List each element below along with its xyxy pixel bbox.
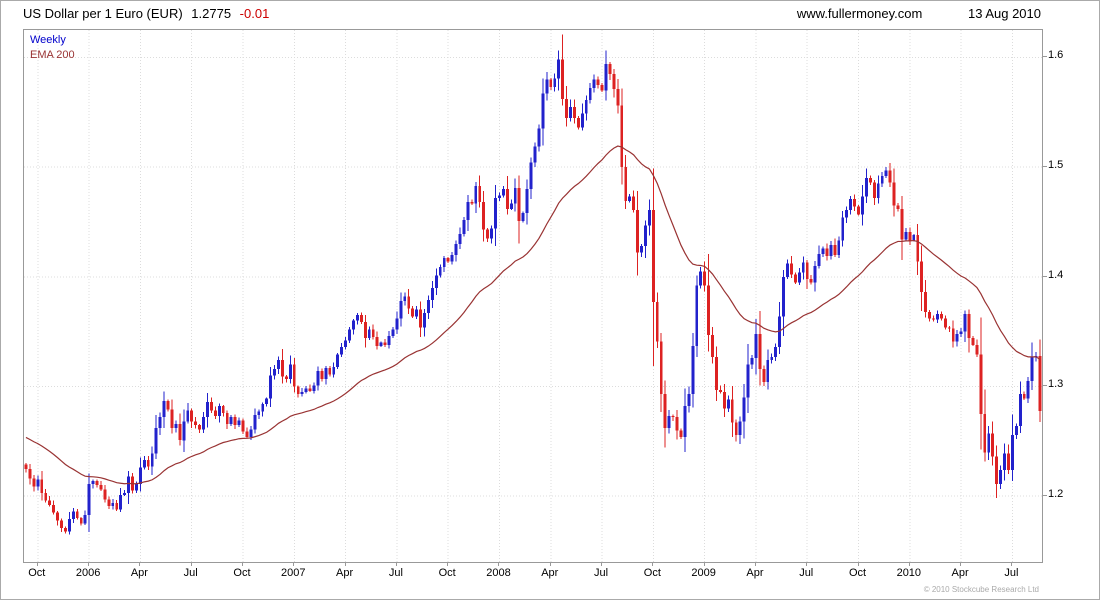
- x-tick: [806, 562, 808, 566]
- quote-change: -0.01: [239, 6, 270, 21]
- site-url: www.fullermoney.com: [796, 6, 923, 21]
- x-tick: [293, 562, 295, 566]
- y-tick: [1042, 495, 1047, 497]
- x-axis-label: Jul: [594, 567, 609, 579]
- header-right: www.fullermoney.com 13 Aug 2010: [755, 6, 1041, 21]
- y-tick: [1042, 385, 1047, 387]
- x-axis-label: 2010: [896, 567, 922, 579]
- copyright-text: © 2010 Stockcube Research Ltd: [923, 585, 1039, 594]
- x-axis-label: Apr: [541, 567, 559, 579]
- legend-weekly: Weekly: [30, 34, 66, 46]
- x-tick: [241, 562, 243, 566]
- x-axis-label: Jul: [388, 567, 403, 579]
- x-axis-label: Oct: [438, 567, 456, 579]
- x-tick: [88, 562, 90, 566]
- price-plot: [24, 30, 1042, 562]
- x-axis-label: Jul: [183, 567, 198, 579]
- x-tick: [754, 562, 756, 566]
- y-axis-label: 1.3: [1048, 378, 1064, 391]
- chart-legend: Weekly EMA 200: [30, 33, 75, 63]
- x-tick: [908, 562, 910, 566]
- x-tick: [190, 562, 192, 566]
- x-axis-label: Oct: [643, 567, 661, 579]
- x-axis-label: 2009: [691, 567, 716, 579]
- x-axis-label: Jul: [1004, 567, 1019, 579]
- x-axis-label: 2007: [281, 567, 306, 579]
- x-tick: [960, 562, 962, 566]
- ema-line: [25, 145, 1041, 485]
- gridlines: [24, 30, 1042, 562]
- x-tick: [344, 562, 346, 566]
- y-tick: [1042, 275, 1047, 277]
- x-tick: [1011, 562, 1013, 566]
- x-tick: [498, 562, 500, 566]
- y-tick: [1042, 166, 1047, 168]
- x-tick: [652, 562, 654, 566]
- last-price: 1.2775: [191, 6, 232, 21]
- x-axis-label: Apr: [951, 567, 969, 579]
- x-axis-label: Jul: [799, 567, 814, 579]
- y-axis-label: 1.6: [1048, 49, 1064, 62]
- x-axis-label: Oct: [28, 567, 46, 579]
- x-tick: [36, 562, 38, 566]
- x-tick: [703, 562, 705, 566]
- title-group: US Dollar per 1 Euro (EUR) 1.2775 -0.01: [23, 6, 274, 21]
- candles-layer: [24, 34, 1042, 535]
- date-label: 13 Aug 2010: [967, 6, 1041, 21]
- x-axis-label: Oct: [848, 567, 867, 579]
- y-axis-label: 1.5: [1048, 159, 1064, 172]
- chart-header: US Dollar per 1 Euro (EUR) 1.2775 -0.01 …: [23, 6, 1041, 26]
- x-tick: [857, 562, 859, 566]
- y-tick: [1042, 56, 1047, 58]
- x-tick: [601, 562, 603, 566]
- y-axis-label: 1.4: [1048, 268, 1064, 281]
- x-axis-label: 2008: [486, 567, 511, 579]
- x-tick: [549, 562, 551, 566]
- x-tick: [447, 562, 449, 566]
- x-axis-label: Apr: [130, 567, 148, 579]
- legend-ema: EMA 200: [30, 49, 75, 61]
- x-tick: [139, 562, 141, 566]
- x-tick: [395, 562, 397, 566]
- x-axis-label: 2006: [75, 567, 101, 579]
- y-axis-label: 1.2: [1048, 488, 1064, 501]
- x-axis-label: Apr: [746, 567, 764, 579]
- x-axis-label: Apr: [336, 567, 354, 579]
- page-title: US Dollar per 1 Euro (EUR): [23, 6, 183, 21]
- x-axis-label: Oct: [233, 567, 251, 579]
- candlestick-chart: Weekly EMA 200: [23, 29, 1043, 563]
